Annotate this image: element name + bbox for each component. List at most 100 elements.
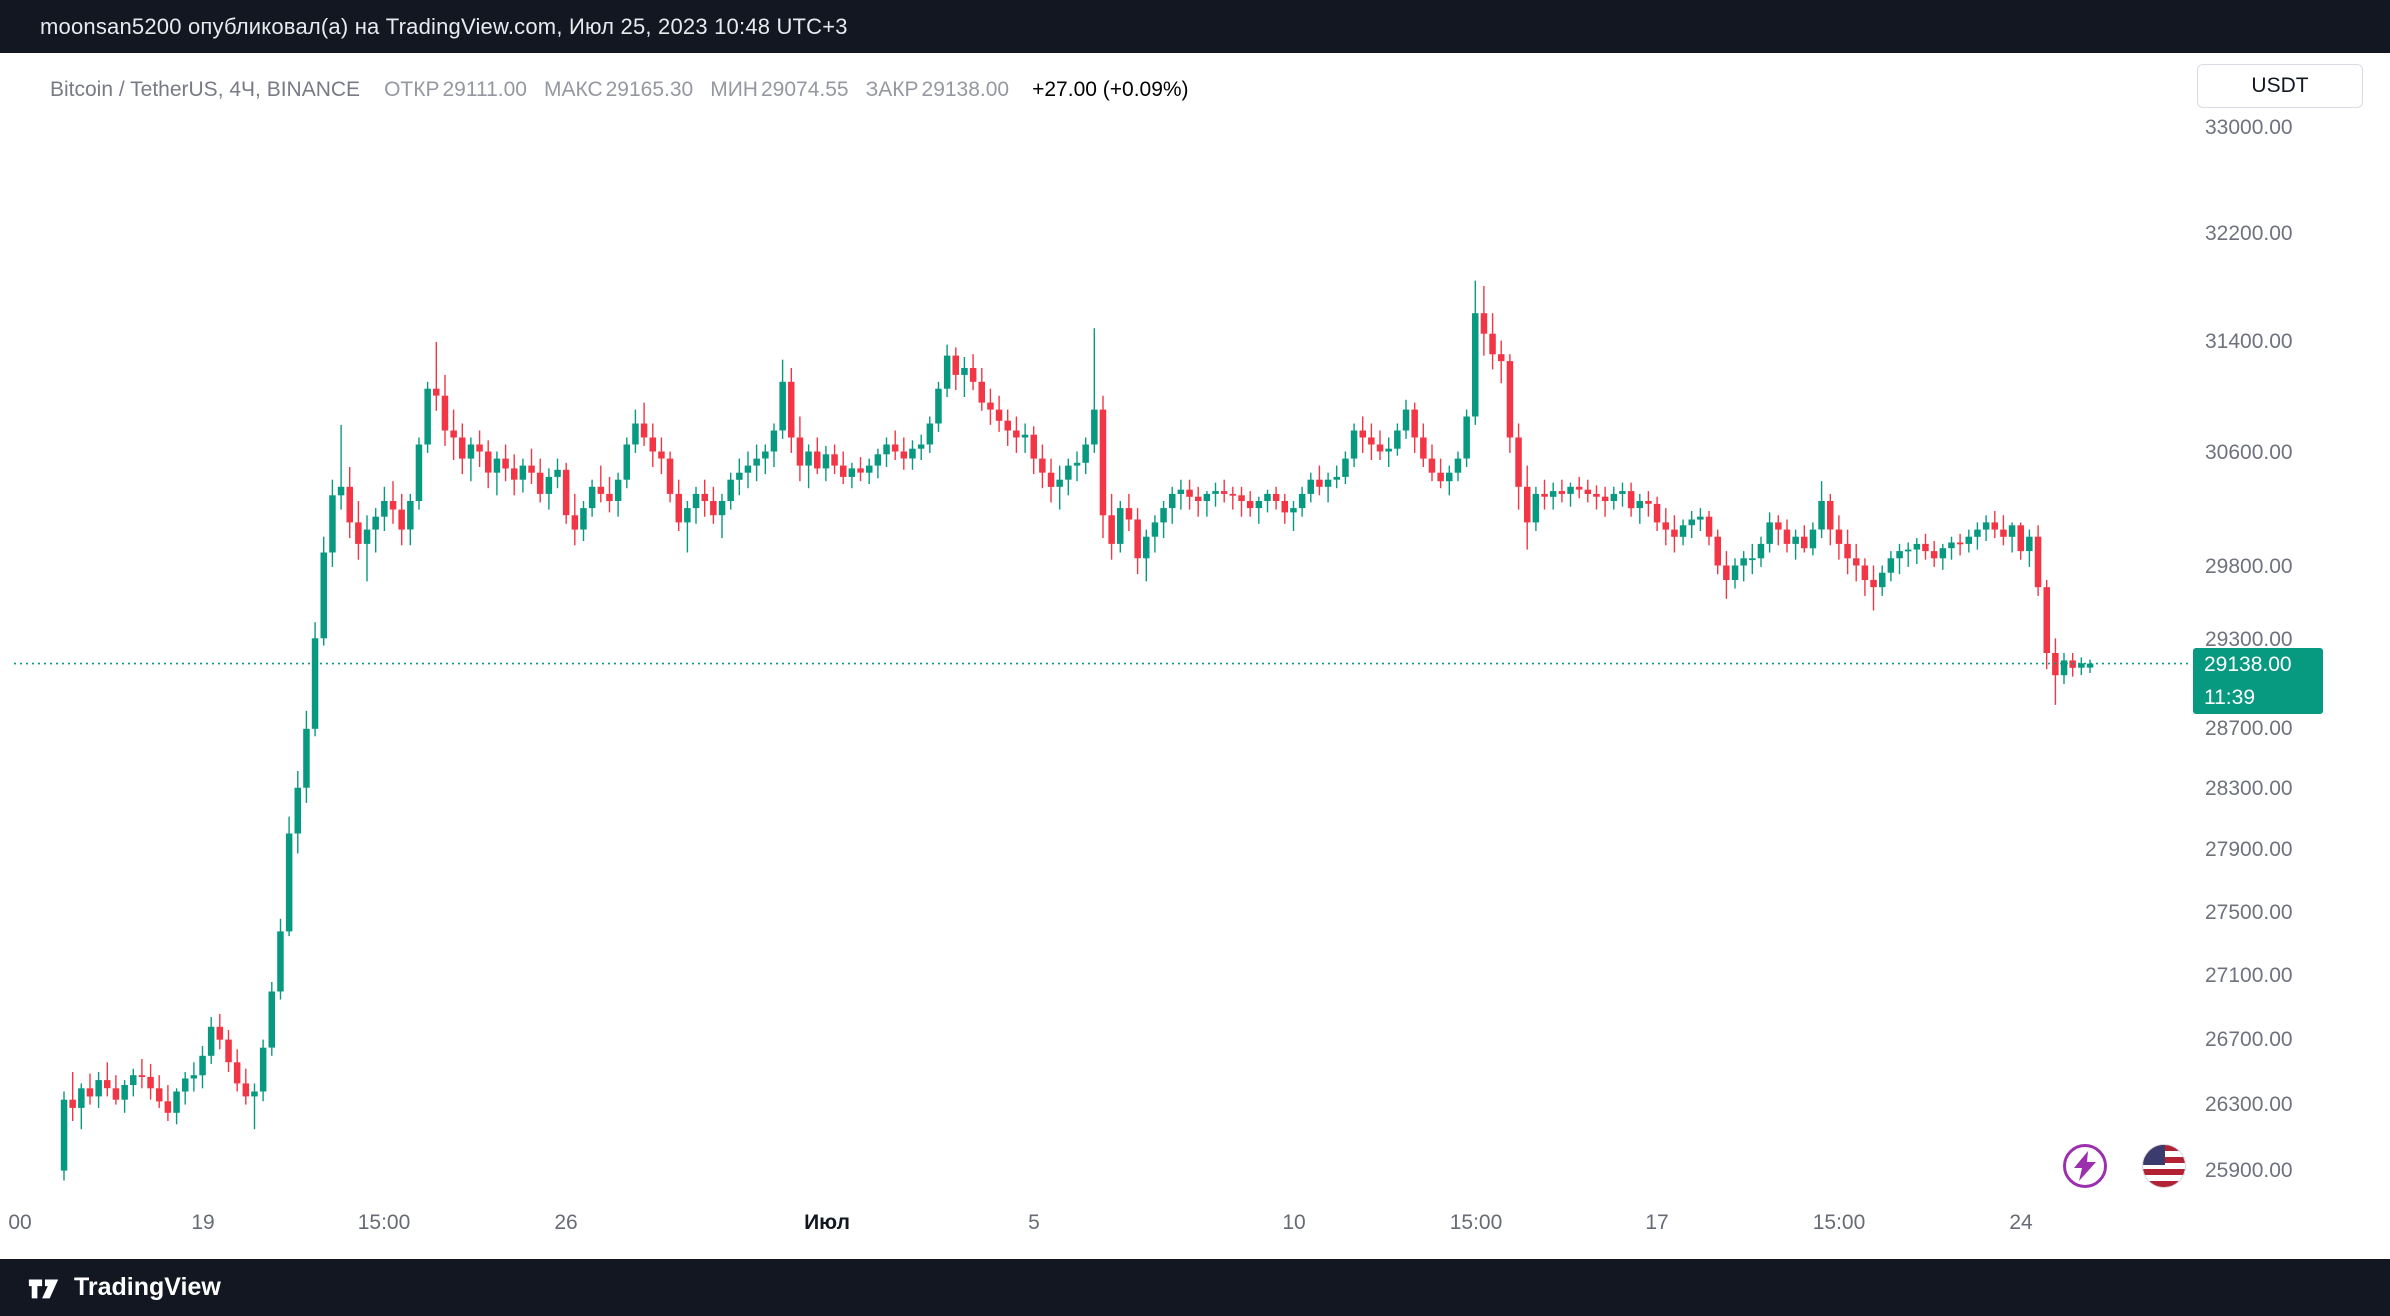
candle [658, 437, 665, 475]
candle [1541, 479, 1548, 510]
candle [1411, 402, 1418, 453]
candle [303, 710, 310, 803]
candle [1446, 465, 1453, 496]
candle [900, 437, 908, 470]
candle [1749, 543, 1756, 575]
candle [1082, 437, 1089, 475]
candle [1316, 465, 1323, 496]
candle [684, 501, 691, 553]
candle [736, 458, 743, 496]
candle [779, 359, 786, 439]
candle [1904, 542, 1912, 567]
footer-brand[interactable]: TradingView [74, 1273, 221, 1301]
time-axis-label: 26 [554, 1211, 578, 1234]
candle [60, 1091, 68, 1181]
candle [493, 451, 501, 496]
candle [1636, 493, 1643, 524]
candle [692, 486, 700, 524]
candle [710, 486, 717, 524]
candle [961, 357, 968, 397]
candle [1203, 491, 1211, 517]
candle [1697, 508, 1704, 531]
candle [1619, 482, 1626, 507]
candle [1368, 423, 1375, 460]
candle [190, 1062, 198, 1092]
candle [130, 1068, 137, 1097]
price-axis-label: 25900.00 [2205, 1158, 2293, 1182]
candle [1013, 416, 1020, 453]
candle [1922, 533, 1929, 560]
symbol-title[interactable]: Bitcoin / TetherUS, 4Ч, BINANCE [50, 78, 361, 101]
candle [1584, 479, 1592, 503]
candle [1930, 541, 1938, 567]
boost-button[interactable] [2063, 1144, 2107, 1188]
candle [805, 444, 812, 489]
candle [502, 444, 509, 482]
candle [701, 479, 708, 517]
candle [1801, 525, 1808, 553]
candle [1610, 486, 1618, 510]
candle [1627, 482, 1635, 517]
candle [147, 1063, 154, 1100]
candle [337, 424, 345, 510]
footer: TradingView [0, 1259, 2390, 1316]
ohlc-close: ЗАКР 29138.00 [866, 75, 1010, 105]
candle [1091, 328, 1098, 453]
candle [995, 395, 1003, 432]
time-axis-label: 00 [8, 1211, 32, 1234]
candle [1186, 479, 1193, 510]
candle [1766, 512, 1773, 553]
time-axis-label: 15:00 [1449, 1211, 1503, 1234]
candle [1117, 501, 1124, 553]
candle [1524, 465, 1531, 550]
candle [415, 437, 423, 510]
candle [173, 1088, 180, 1125]
time-scale[interactable]: 00 19 15:00 26 Июл 5 10 15:00 17 15:00 24 [0, 1205, 2190, 1259]
candle [1108, 493, 1115, 560]
candle [1913, 538, 1921, 564]
candle [1151, 515, 1159, 553]
ohlc-close-value: 29138.00 [921, 78, 1010, 101]
candle [182, 1072, 189, 1105]
price-axis-label: 27500.00 [2205, 900, 2293, 924]
candle [1939, 543, 1947, 570]
candle [1723, 551, 1730, 599]
candle-countdown: 11:39 [2204, 685, 2255, 709]
candle [1601, 486, 1609, 517]
candle [1688, 511, 1695, 539]
language-flag-button[interactable] [2142, 1144, 2186, 1188]
price-axis-label: 27900.00 [2205, 838, 2293, 862]
candle [1246, 491, 1254, 517]
candle [329, 479, 336, 567]
candle [441, 374, 449, 446]
candle [1740, 551, 1747, 582]
candle [1757, 536, 1765, 567]
candle [666, 451, 674, 503]
candle [848, 462, 856, 489]
candle [2078, 657, 2085, 676]
candle [649, 423, 656, 467]
candle [1134, 508, 1141, 575]
currency-toggle-button[interactable]: USDT [2197, 64, 2363, 108]
candle [1385, 437, 1392, 467]
candle [467, 437, 475, 482]
candle [1039, 444, 1046, 489]
candle [1974, 522, 1981, 550]
candle [580, 501, 587, 541]
price-axis-label: 32200.00 [2205, 221, 2293, 245]
candle [727, 472, 734, 510]
last-price-tag: 29138.00 11:39 [2193, 647, 2323, 714]
candle [1160, 501, 1167, 539]
candle [1324, 472, 1332, 503]
candle [1264, 489, 1271, 513]
candle [2043, 579, 2050, 670]
candle [770, 423, 778, 467]
candle [1532, 486, 1540, 531]
candle [259, 1039, 267, 1102]
price-scale[interactable]: 29138.00 11:39 33000.00 32200.00 31400.00 3… [2190, 53, 2390, 1259]
tradingview-logo-icon[interactable] [27, 1273, 61, 1303]
candle [762, 444, 769, 475]
candle [1238, 486, 1245, 517]
candle [744, 451, 752, 489]
